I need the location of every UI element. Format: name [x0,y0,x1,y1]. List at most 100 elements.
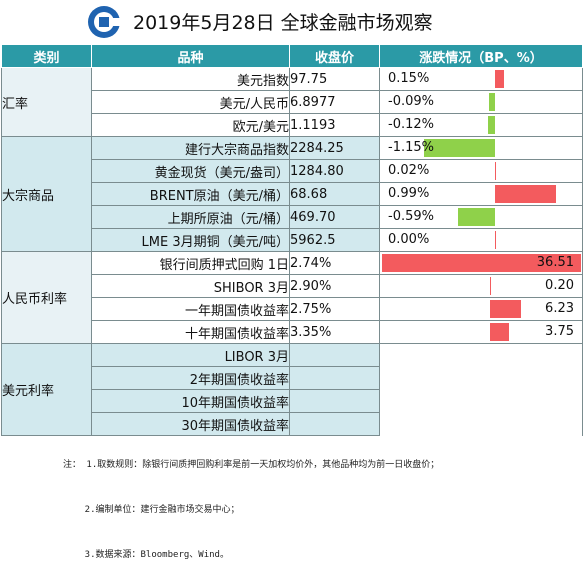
change-cell: 3.75 [379,320,583,344]
change-label: -1.15% [388,140,434,155]
change-label: -0.12% [388,117,434,132]
change-bar [495,185,557,203]
change-label: 0.00% [388,232,430,247]
change-bar [490,277,491,295]
change-bar [458,208,495,226]
change-cell: 0.00% [379,228,583,252]
table-row: 大宗商品 建行大宗商品指数 2284.25 -1.15% [1,136,583,252]
change-cell [379,412,583,436]
close-cell: 2.75% [289,297,380,321]
header: 2019年5月28日 全球金融市场观察 [0,0,583,44]
close-cell: 2284.25 [289,136,380,160]
item-cell: 欧元/美元 [91,113,290,137]
close-cell: 97.75 [289,67,380,91]
table-row: BRENT原油（美元/桶） 68.68 0.99% [2,182,583,206]
item-cell: 美元/人民币 [91,90,290,114]
change-cell: 0.15% [379,67,583,91]
column-header-category: 类别 [1,44,92,68]
change-cell: 6.23 [379,297,583,321]
table-row: 一年期国债收益率 2.75% 6.23 [2,297,583,321]
page-title: 2019年5月28日 全球金融市场观察 [133,12,433,34]
table-row: 黄金现货（美元/盎司） 1284.80 0.02% [2,159,583,183]
change-bar [495,231,496,249]
item-cell: 建行大宗商品指数 [91,136,290,160]
footnote-line: 注： 1.取数规则：除银行间质押回购利率是前一天加权均价外，其他品种均为前一日收… [63,460,440,470]
table-row: 欧元/美元 1.1193 -0.12% [2,113,583,137]
close-cell [289,366,380,390]
change-label: 0.99% [388,186,430,201]
close-cell: 6.8977 [289,90,380,114]
table-row: SHIBOR 3月 2.90% 0.20 [2,274,583,298]
item-cell: 十年期国债收益率 [91,320,290,344]
category-cell: 人民币利率 [1,251,92,344]
close-cell: 3.35% [289,320,380,344]
change-cell: 0.20 [379,274,583,298]
column-header-close: 收盘价 [289,44,380,68]
close-cell: 2.90% [289,274,380,298]
change-cell: 0.02% [379,159,583,183]
item-cell: 2年期国债收益率 [91,366,290,390]
close-cell: 5962.5 [289,228,380,252]
change-cell: -1.15% [379,136,583,160]
change-cell: -0.09% [379,90,583,114]
table-row: 30年期国债收益率 [2,412,583,436]
table-row: 美元/人民币 6.8977 -0.09% [2,90,583,114]
close-cell [289,343,380,367]
category-cell: 大宗商品 [1,136,92,252]
change-cell: 0.99% [379,182,583,206]
close-cell: 469.70 [289,205,380,229]
change-label: 3.75 [545,324,574,339]
item-cell: 上期所原油（元/桶） [91,205,290,229]
change-cell [379,366,583,390]
table-row: 美元利率 LIBOR 3月 [1,343,583,436]
item-cell: LME 3月期铜（美元/吨） [91,228,290,252]
market-table: 类别 品种 收盘价 涨跌情况（BP、%） 汇率 美元指数 97.75 0.15% 美元/… [1,44,583,436]
footnote-line: 3.数据来源：Bloomberg、Wind。 [63,550,229,560]
change-label: -0.09% [388,94,434,109]
footnotes: 注： 1.取数规则：除银行间质押回购利率是前一天加权均价外，其他品种均为前一日收… [63,428,439,578]
category-cell: 美元利率 [1,343,92,436]
item-cell: 一年期国债收益率 [91,297,290,321]
change-bar [490,323,509,341]
change-label: 0.20 [545,278,574,293]
change-label: 6.23 [545,301,574,316]
close-cell: 68.68 [289,182,380,206]
change-bar [489,93,495,111]
close-cell [289,412,380,436]
change-bar [490,300,522,318]
change-cell: -0.12% [379,113,583,137]
change-cell: 36.51 [379,251,583,275]
ccb-logo-icon [88,6,122,38]
change-bar [487,116,495,134]
item-cell: BRENT原油（美元/桶） [91,182,290,206]
item-cell: 银行间质押式回购 1日 [91,251,290,275]
close-cell: 1.1193 [289,113,380,137]
change-label: 0.15% [388,71,430,86]
footnote-line: 2.编制单位：建行金融市场交易中心； [63,505,240,515]
change-cell [379,343,583,367]
change-bar [495,162,497,180]
change-cell [379,389,583,413]
change-cell: -0.59% [379,205,583,229]
column-header-change: 涨跌情况（BP、%） [379,44,583,68]
close-cell: 1284.80 [289,159,380,183]
change-label: -0.59% [388,209,434,224]
close-cell: 2.74% [289,251,380,275]
change-bar [423,139,495,157]
table-row: 10年期国债收益率 [2,389,583,413]
item-cell: 30年期国债收益率 [91,412,290,436]
change-label: 0.02% [388,163,430,178]
table-body: 汇率 美元指数 97.75 0.15% 美元/人民币 6.8977 -0.09% 欧元/美元 1… [1,67,583,436]
table-row: 汇率 美元指数 97.75 0.15% [1,67,583,137]
change-label: 36.51 [536,255,574,270]
table-row: 2年期国债收益率 [2,366,583,390]
column-header-item: 品种 [91,44,290,68]
item-cell: 10年期国债收益率 [91,389,290,413]
close-cell [289,389,380,413]
item-cell: LIBOR 3月 [91,343,290,367]
item-cell: 美元指数 [91,67,290,91]
table-header-row: 类别 品种 收盘价 涨跌情况（BP、%） [1,44,583,68]
category-cell: 汇率 [1,67,92,137]
item-cell: SHIBOR 3月 [91,274,290,298]
item-cell: 黄金现货（美元/盎司） [91,159,290,183]
